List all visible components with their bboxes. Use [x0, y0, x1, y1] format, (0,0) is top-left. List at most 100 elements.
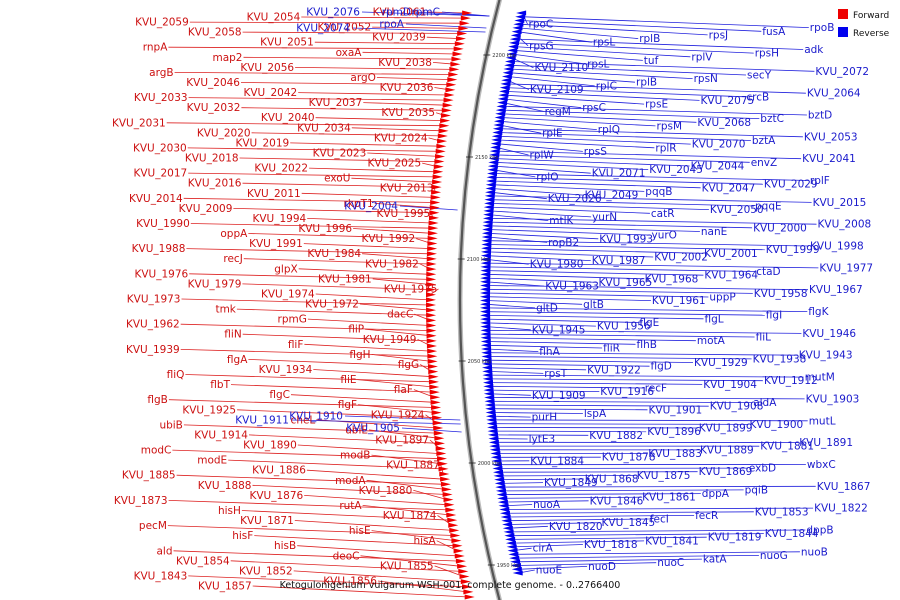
forward-connector-line: [186, 248, 431, 255]
forward-gene-glyph: [427, 230, 438, 236]
forward-gene-label: KVU_1962: [126, 319, 180, 331]
forward-gene-glyph: [428, 215, 439, 221]
reverse-gene-label: KVU_1861: [642, 492, 696, 504]
forward-gene-label: flgB: [147, 394, 167, 406]
forward-gene-glyph: [426, 333, 437, 339]
forward-gene-label: KVU_1843: [134, 570, 188, 582]
forward-gene-glyph: [426, 251, 437, 257]
reverse-gene-label: KVU_1968: [645, 273, 699, 285]
forward-gene-label: KVU_2023: [313, 148, 367, 160]
forward-gene-glyph: [432, 179, 443, 185]
reverse-gene-glyph: [481, 234, 492, 240]
forward-gene-label: ubiB: [159, 419, 182, 431]
reverse-gene-label: mutL: [809, 415, 836, 427]
reverse-gene-label: fecI: [650, 514, 669, 526]
reverse-connector-line: [519, 23, 708, 36]
forward-gene-label: KVU_2018: [185, 153, 239, 165]
legend: Forward Reverse: [838, 9, 890, 39]
forward-gene-glyph: [432, 415, 443, 421]
reverse-connector-line: [512, 544, 583, 548]
reverse-gene-glyph: [484, 402, 495, 408]
reverse-gene-label: nuoC: [657, 557, 684, 569]
forward-gene-label: KVU_1939: [126, 344, 180, 356]
forward-gene-glyph: [452, 51, 463, 57]
reverse-connector-line: [488, 221, 753, 229]
reverse-connector-line: [290, 419, 461, 425]
reverse-gene-glyph: [512, 25, 523, 31]
reverse-gene-label: KVU_1964: [704, 270, 758, 282]
reverse-gene-glyph: [491, 133, 502, 139]
forward-gene-glyph: [462, 10, 473, 16]
reverse-gene-glyph: [490, 141, 501, 147]
reverse-gene-glyph: [482, 380, 493, 386]
forward-gene-glyph: [426, 338, 437, 344]
reverse-gene-label: adk: [804, 44, 824, 56]
forward-gene-glyph: [459, 574, 470, 580]
forward-gene-label: flgF: [338, 399, 357, 411]
reverse-gene-label: rpsT: [544, 368, 567, 380]
forward-connector-line: [180, 323, 431, 331]
reverse-gene-glyph: [487, 432, 498, 438]
reverse-gene-glyph: [504, 59, 515, 65]
reverse-gene-label: KVU_1883: [648, 448, 702, 460]
reverse-gene-label: flhA: [539, 346, 560, 358]
reverse-gene-glyph: [486, 174, 497, 180]
forward-gene-glyph: [430, 194, 441, 200]
forward-gene-glyph: [433, 430, 444, 436]
forward-gene-label: KVU_1888: [198, 480, 252, 492]
forward-connector-line: [173, 550, 460, 562]
reverse-gene-glyph: [482, 372, 493, 378]
reverse-gene-label: KVU_1896: [647, 426, 701, 438]
reverse-gene-glyph: [480, 297, 491, 303]
reverse-gene-glyph: [492, 126, 503, 132]
forward-gene-glyph: [431, 189, 442, 195]
reverse-gene-glyph: [506, 544, 517, 550]
forward-gene-glyph: [428, 225, 439, 231]
reverse-gene-label: tuf: [644, 55, 659, 67]
forward-gene-label: hisH: [218, 505, 241, 517]
reverse-connector-line: [489, 385, 644, 389]
forward-gene-glyph: [457, 30, 468, 36]
reverse-connector-line: [405, 23, 487, 29]
reverse-gene-glyph: [499, 510, 510, 516]
reverse-gene-glyph: [480, 279, 491, 285]
forward-gene-glyph: [445, 87, 456, 93]
reverse-gene-glyph: [505, 536, 516, 542]
forward-gene-label: ubiE: [345, 424, 368, 436]
forward-connector-line: [309, 167, 438, 173]
reverse-gene-label: flgI: [766, 310, 782, 322]
reverse-gene-glyph: [510, 32, 521, 38]
forward-gene-glyph: [441, 486, 452, 492]
forward-gene-label: KVU_1988: [132, 243, 186, 255]
forward-gene-glyph: [429, 210, 440, 216]
reverse-connector-line: [412, 11, 490, 17]
reverse-gene-glyph: [490, 144, 501, 150]
forward-connector-line: [301, 192, 435, 198]
reverse-gene-glyph: [496, 492, 507, 498]
forward-gene-label: KVU_1874: [383, 510, 437, 522]
reverse-connector-line: [351, 27, 486, 33]
reverse-connector-line: [493, 426, 698, 429]
forward-gene-label: KVU_1876: [249, 490, 303, 502]
forward-connector-line: [377, 580, 468, 593]
reverse-gene-glyph: [490, 454, 501, 460]
forward-connector-line: [368, 429, 439, 439]
forward-gene-glyph: [426, 282, 437, 288]
reverse-gene-glyph: [485, 182, 496, 188]
reverse-gene-label: cirA: [533, 543, 554, 555]
reverse-gene-label: KVU_2050: [710, 204, 764, 216]
forward-gene-label: KVU_2024: [374, 132, 428, 144]
forward-gene-label: KVU_2025: [367, 158, 421, 170]
reverse-gene-glyph: [509, 36, 520, 42]
reverse-gene-label: KVU_1875: [637, 470, 691, 482]
reverse-connector-line: [497, 139, 655, 149]
forward-connector-line: [233, 208, 434, 214]
reverse-gene-label: bztC: [760, 113, 784, 125]
reverse-connector-line: [488, 371, 544, 374]
reverse-connector-line: [511, 540, 645, 544]
forward-connector-line: [188, 575, 467, 588]
reverse-connector-line: [503, 496, 642, 499]
forward-connector-line: [353, 228, 433, 234]
forward-gene-label: flaF: [394, 384, 413, 396]
reverse-connector-line: [492, 180, 701, 189]
